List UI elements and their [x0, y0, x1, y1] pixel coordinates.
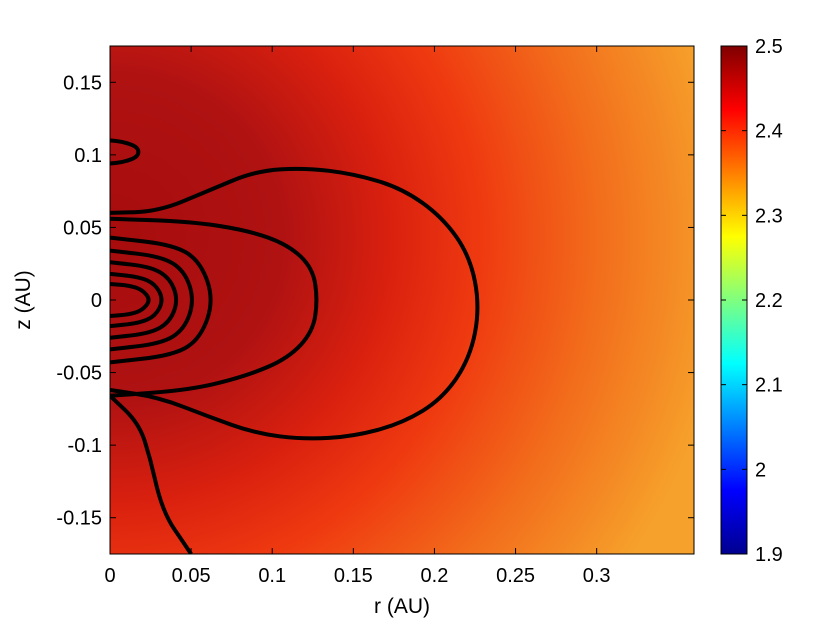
contour-line-4 — [110, 235, 213, 365]
x-tick-label: 0.1 — [258, 565, 286, 587]
contour-line-5 — [110, 216, 319, 398]
x-tick-label: 0.15 — [334, 565, 373, 587]
x-tick-label: 0.3 — [583, 565, 611, 587]
y-axis: 0.15 0.1 0.05 0 -0.05 -0.1 -0.15 — [56, 72, 694, 530]
x-tick-label: 0 — [104, 565, 115, 587]
colorbar-tick-label: 2.1 — [755, 375, 783, 397]
x-axis-label: r (AU) — [374, 595, 430, 618]
y-tick-label: -0.15 — [56, 508, 102, 530]
x-axis: 0 0.05 0.1 0.15 0.2 0.25 0.3 — [104, 46, 611, 587]
y-tick-label: 0 — [91, 290, 102, 312]
colorbar-tick-label: 2.2 — [755, 290, 783, 312]
x-tick-label: 0.25 — [496, 565, 535, 587]
x-tick-label: 0.05 — [172, 565, 211, 587]
y-tick-label: 0.05 — [63, 217, 102, 239]
y-tick-label: 0.15 — [63, 72, 102, 94]
contour-lines — [110, 138, 480, 554]
contour-line-3 — [110, 248, 194, 352]
colorbar-tick-label: 2.3 — [755, 205, 783, 227]
colorbar-tick-label: 2.4 — [755, 121, 783, 143]
contour-line-6 — [110, 166, 480, 441]
colorbar-tick-label: 1.9 — [755, 544, 783, 566]
y-tick-label: -0.05 — [56, 363, 102, 385]
y-tick-label: 0.1 — [74, 145, 102, 167]
y-tick-label: -0.1 — [68, 435, 102, 457]
heatmap-field — [110, 46, 694, 554]
contour-line-8 — [110, 394, 193, 554]
colorbar-ticks: 2.5 2.4 2.3 2.2 2.1 2 1.9 — [721, 36, 783, 566]
x-tick-label: 0.2 — [421, 565, 449, 587]
colorbar-tick-label: 2 — [755, 459, 766, 481]
y-axis-label: z (AU) — [12, 270, 35, 330]
colorbar-tick-label: 2.5 — [755, 36, 783, 58]
contour-line-2 — [110, 260, 179, 340]
contour-line-1 — [110, 271, 164, 329]
contour-line-7 — [110, 138, 141, 166]
contour-line-0 — [110, 282, 151, 318]
